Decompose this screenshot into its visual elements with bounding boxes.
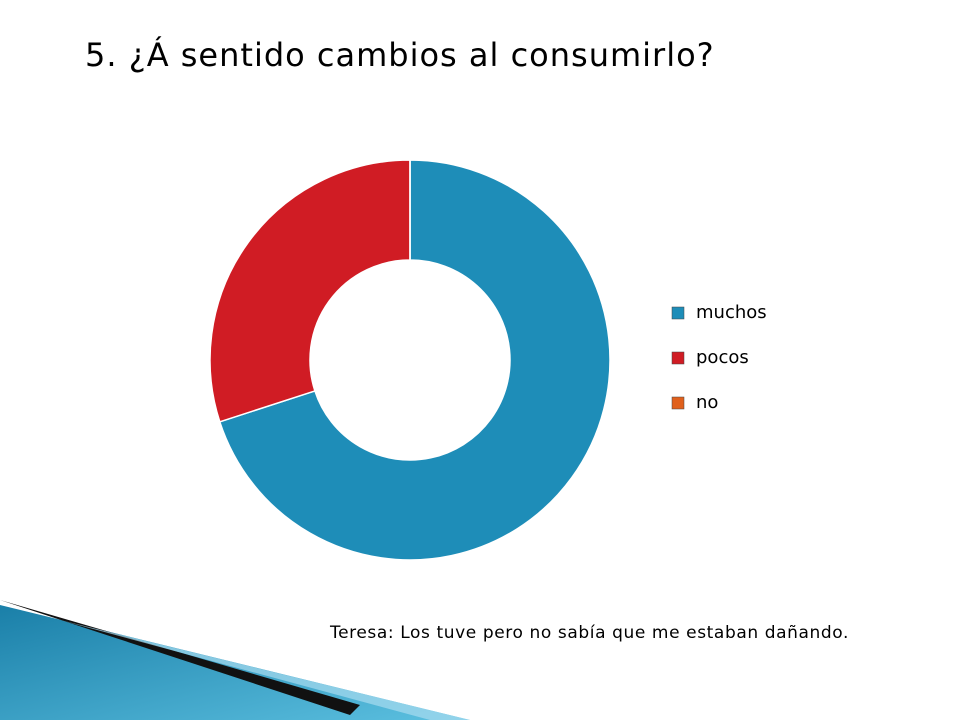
legend-label: pocos	[696, 347, 749, 368]
legend-label: no	[696, 392, 718, 413]
decoration	[0, 600, 470, 720]
annotation: Teresa: Los tuve pero no sabía que me es…	[330, 623, 849, 643]
legend-swatch	[671, 351, 685, 365]
chart-title: 5. ¿Á sentido cambios al consumirlo?	[85, 36, 715, 74]
donut-slice	[218, 159, 611, 561]
legend-swatch	[671, 396, 685, 410]
legend-label: muchos	[696, 302, 767, 323]
donut-slice	[209, 159, 411, 423]
legend-swatch	[671, 306, 685, 320]
